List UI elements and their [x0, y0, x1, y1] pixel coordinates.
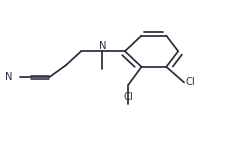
Text: N: N	[5, 72, 13, 82]
Text: Cl: Cl	[124, 93, 133, 102]
Text: N: N	[99, 41, 106, 51]
Text: Cl: Cl	[186, 77, 196, 87]
